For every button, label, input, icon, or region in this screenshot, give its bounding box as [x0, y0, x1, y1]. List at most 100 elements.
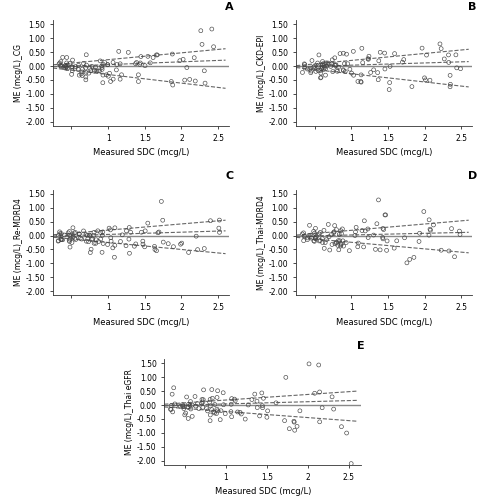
Point — [144, 219, 152, 227]
Point — [420, 208, 428, 216]
Point — [214, 387, 222, 395]
X-axis label: Measured SDC (mcg/L): Measured SDC (mcg/L) — [93, 148, 189, 157]
Point — [400, 56, 408, 64]
Point — [364, 56, 372, 64]
Point — [341, 68, 349, 76]
Point — [86, 64, 94, 72]
Point — [322, 236, 330, 244]
Point — [184, 414, 192, 422]
Point — [310, 237, 318, 245]
Point — [441, 55, 448, 63]
Point — [383, 237, 391, 245]
Point — [253, 397, 261, 405]
Point — [188, 412, 196, 420]
Point — [334, 68, 341, 76]
Point — [116, 75, 124, 83]
Point — [168, 390, 176, 398]
Point — [57, 230, 65, 237]
Point — [60, 64, 67, 72]
Point — [147, 59, 154, 67]
Point — [96, 67, 104, 75]
Point — [195, 404, 203, 412]
Point — [346, 246, 353, 254]
Point — [63, 62, 70, 70]
Point — [126, 250, 134, 258]
Point — [66, 231, 73, 239]
Point — [76, 230, 83, 238]
Point — [185, 400, 192, 408]
Point — [379, 224, 387, 232]
Point — [105, 224, 113, 232]
Point — [150, 242, 158, 250]
Point — [357, 78, 365, 86]
Point — [63, 59, 70, 67]
Point — [94, 227, 102, 235]
Point — [213, 405, 221, 413]
Point — [74, 66, 82, 74]
Point — [183, 393, 190, 401]
Point — [361, 217, 368, 225]
Point — [75, 62, 82, 70]
Point — [192, 232, 200, 240]
Point — [296, 407, 304, 415]
Point — [137, 228, 145, 236]
Point — [179, 400, 187, 408]
Point — [336, 236, 344, 244]
Point — [344, 60, 351, 68]
Point — [328, 240, 336, 248]
Point — [71, 64, 79, 72]
Point — [311, 234, 319, 242]
Point — [170, 384, 177, 392]
Point — [305, 360, 313, 368]
Point — [86, 248, 94, 256]
Point — [63, 54, 70, 62]
Point — [304, 65, 311, 73]
X-axis label: Measured SDC (mcg/L): Measured SDC (mcg/L) — [336, 318, 432, 326]
Point — [119, 231, 126, 239]
Point — [328, 230, 335, 238]
Point — [186, 402, 194, 409]
Point — [66, 235, 74, 243]
Point — [444, 51, 452, 59]
Point — [167, 78, 175, 86]
Point — [107, 78, 114, 86]
Point — [374, 68, 381, 76]
Point — [215, 228, 223, 236]
Point — [201, 244, 208, 252]
Point — [228, 412, 236, 420]
Point — [167, 406, 175, 413]
Point — [446, 83, 454, 91]
Point — [375, 76, 382, 84]
Point — [200, 386, 207, 394]
Point — [408, 82, 416, 90]
Point — [307, 68, 315, 76]
Point — [171, 400, 179, 408]
Point — [92, 240, 100, 248]
Point — [354, 243, 362, 251]
Point — [357, 78, 365, 86]
Point — [79, 72, 86, 80]
Point — [299, 68, 307, 76]
Point — [155, 228, 163, 236]
Point — [452, 51, 460, 59]
Point — [99, 240, 107, 248]
Point — [107, 234, 115, 241]
Point — [316, 388, 323, 396]
Point — [436, 40, 444, 48]
Point — [290, 417, 298, 425]
Point — [182, 409, 189, 417]
Point — [133, 58, 140, 66]
Point — [364, 225, 372, 233]
Y-axis label: ME (mcg/L)_CKD-EPI: ME (mcg/L)_CKD-EPI — [257, 34, 266, 112]
Point — [132, 60, 139, 68]
Point — [390, 244, 398, 252]
Point — [90, 232, 98, 239]
Point — [217, 407, 225, 415]
Point — [93, 236, 100, 244]
Point — [333, 226, 340, 234]
Point — [169, 408, 176, 416]
Point — [89, 235, 96, 243]
Point — [71, 234, 79, 242]
Point — [210, 408, 217, 416]
Point — [385, 86, 393, 94]
